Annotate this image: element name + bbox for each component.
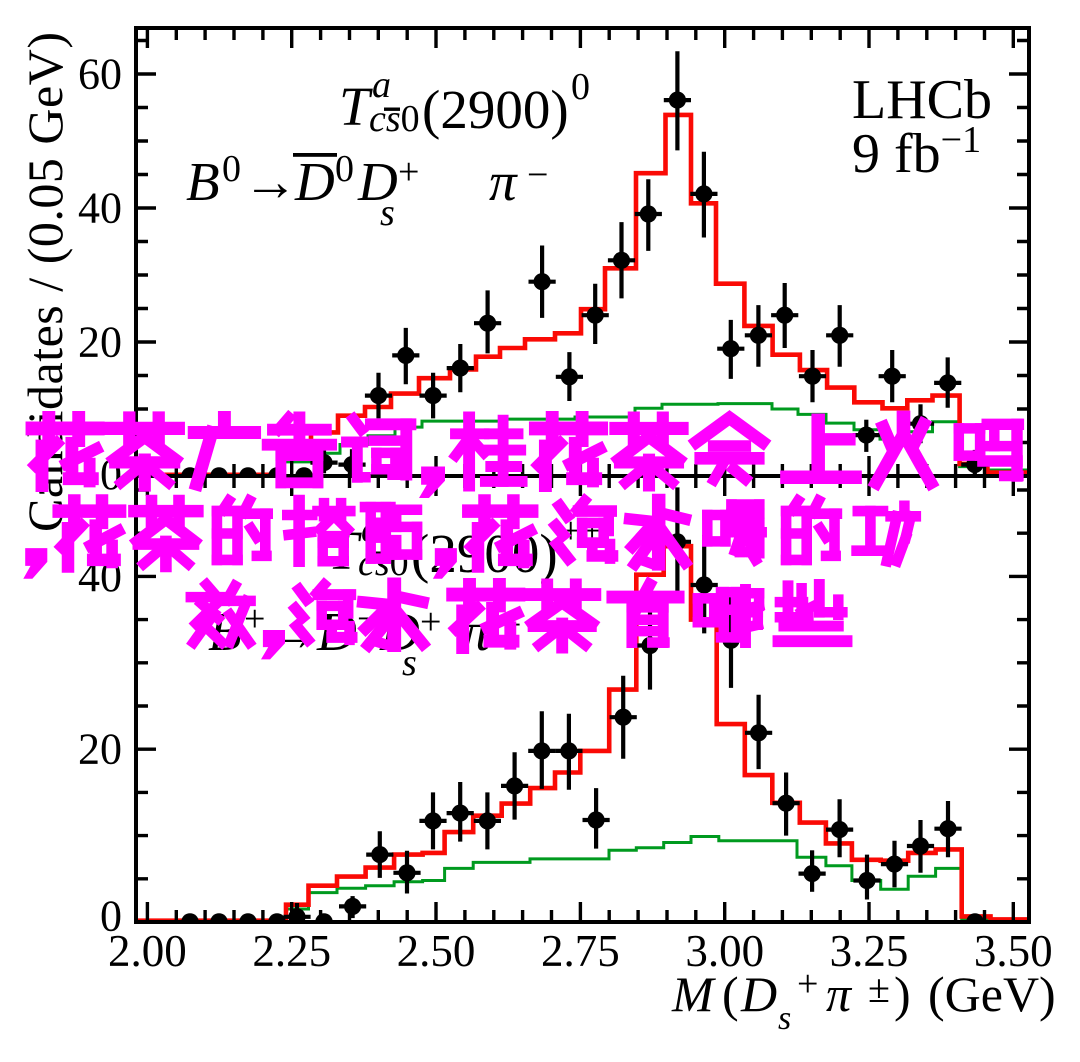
svg-text:0: 0: [100, 892, 122, 941]
svg-text:0: 0: [571, 66, 590, 108]
svg-text:60: 60: [78, 50, 122, 99]
svg-text:cs0: cs0: [369, 98, 420, 140]
svg-text:π: π: [826, 966, 853, 1022]
svg-text:3.25: 3.25: [830, 926, 909, 976]
svg-text:0: 0: [335, 148, 354, 190]
svg-text:): ): [894, 966, 911, 1022]
svg-text:a: a: [372, 64, 391, 106]
svg-text:2.00: 2.00: [108, 926, 187, 976]
svg-text:3.00: 3.00: [685, 926, 764, 976]
svg-text:s: s: [778, 1000, 791, 1037]
svg-text:+: +: [797, 963, 818, 1005]
svg-text:2.75: 2.75: [541, 926, 620, 976]
svg-text:D: D: [357, 151, 398, 212]
svg-text:20: 20: [78, 725, 122, 774]
svg-text:−: −: [527, 154, 548, 196]
svg-text:B: B: [186, 151, 220, 212]
svg-text:(GeV): (GeV): [928, 966, 1056, 1022]
svg-text:T: T: [339, 76, 373, 137]
svg-text:D: D: [740, 966, 777, 1022]
svg-text:s: s: [380, 192, 395, 234]
svg-text:s: s: [402, 642, 417, 684]
svg-text:±: ±: [868, 966, 890, 1011]
svg-text:2.25: 2.25: [252, 926, 331, 976]
svg-text:(: (: [722, 966, 739, 1022]
svg-text:0: 0: [222, 148, 241, 190]
svg-text:LHCb: LHCb: [852, 69, 992, 131]
svg-text:D: D: [294, 151, 335, 212]
svg-text:3.50: 3.50: [974, 926, 1053, 976]
svg-text:→: →: [243, 151, 298, 212]
svg-text:20: 20: [78, 318, 122, 367]
svg-text:M: M: [671, 966, 716, 1022]
svg-text:+: +: [398, 151, 419, 193]
svg-text:+: +: [420, 601, 441, 643]
svg-text:π: π: [489, 151, 518, 212]
svg-text:+: +: [244, 598, 265, 640]
svg-text:2.50: 2.50: [397, 926, 476, 976]
svg-text:(2900): (2900): [422, 79, 569, 140]
svg-text:40: 40: [78, 184, 122, 233]
